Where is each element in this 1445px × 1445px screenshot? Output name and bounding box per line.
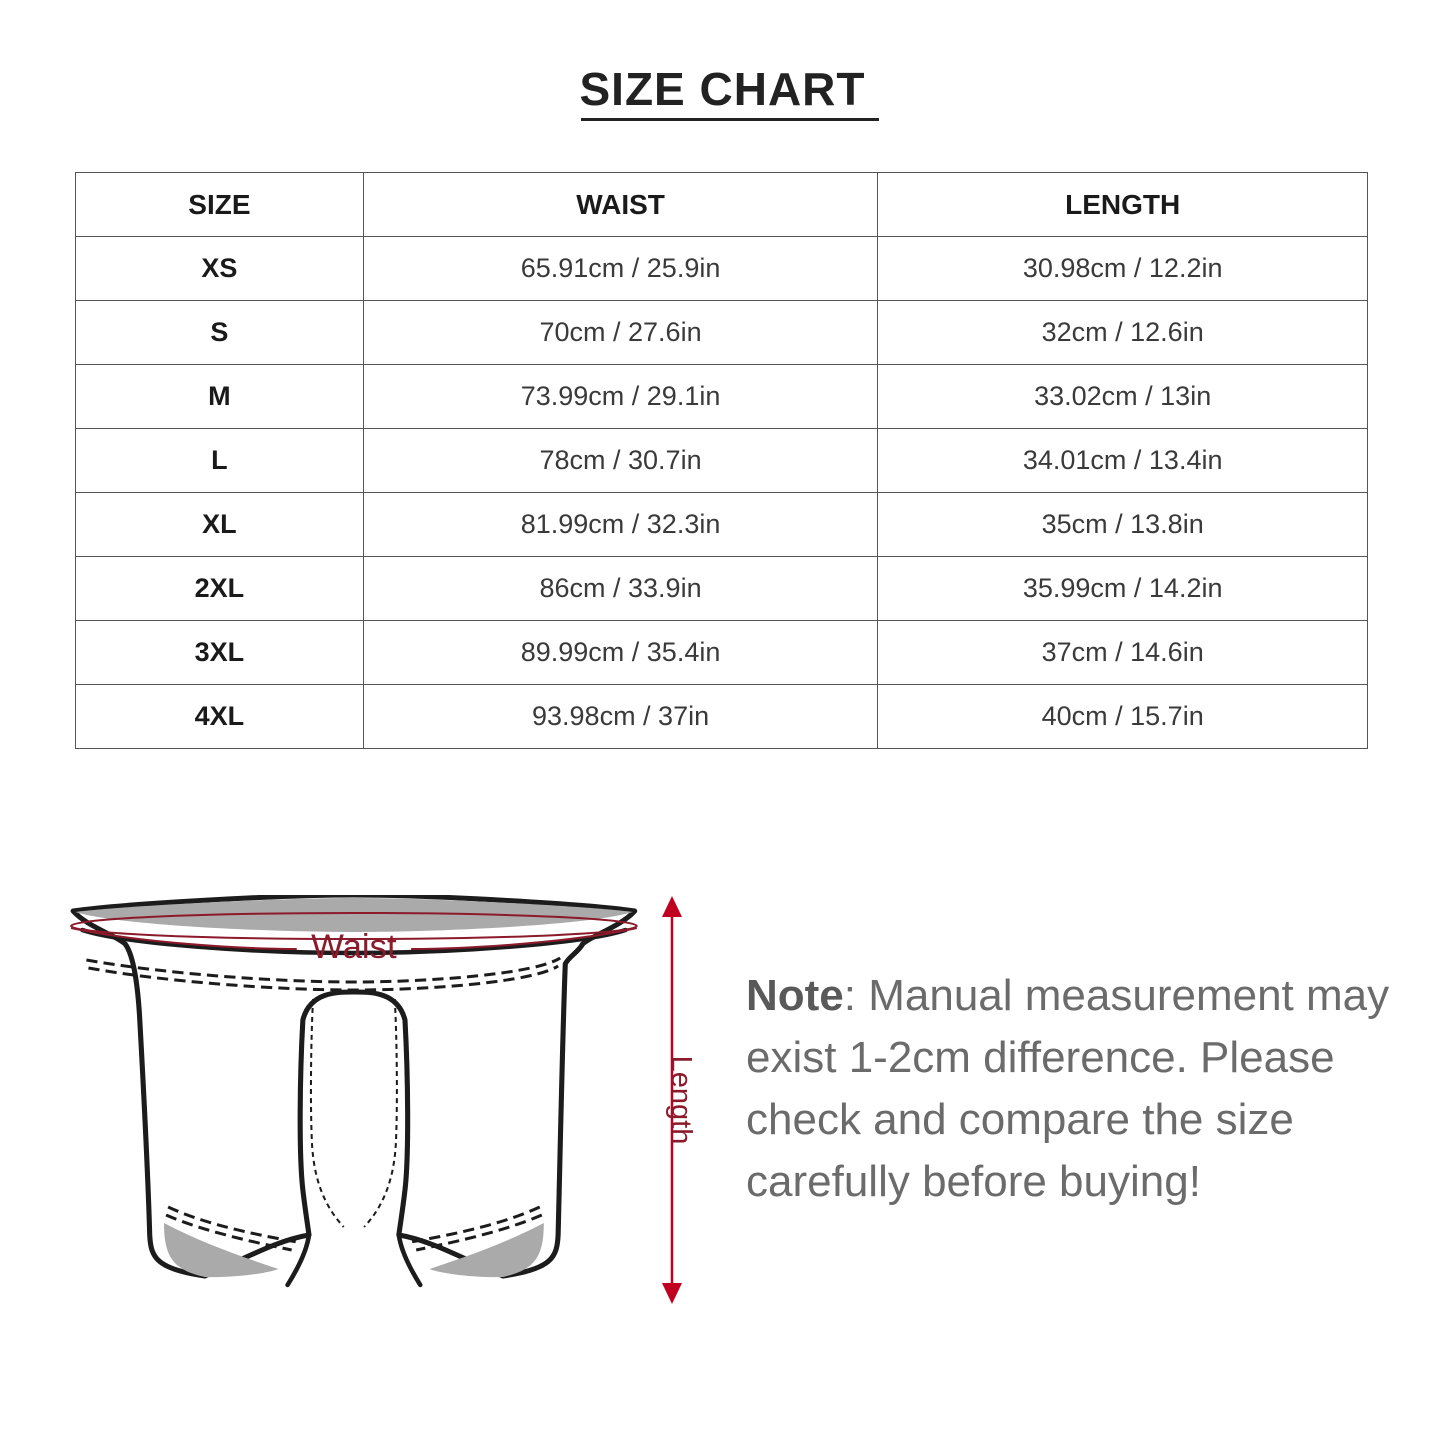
svg-text:Length: Length (665, 1056, 697, 1145)
svg-text:Waist: Waist (311, 928, 397, 966)
